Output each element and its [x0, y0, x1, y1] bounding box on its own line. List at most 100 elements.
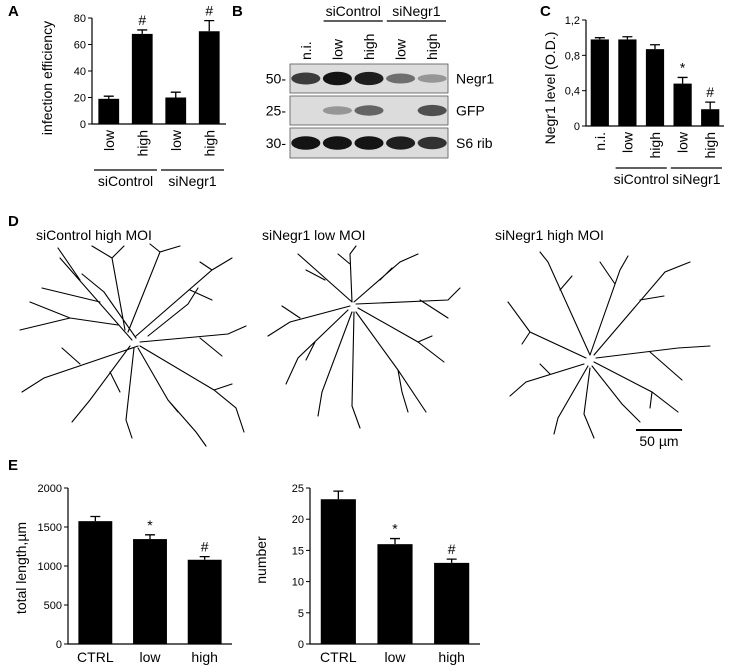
chart-e-number-bar	[320, 499, 356, 644]
chart-a-category-label: low	[101, 129, 117, 151]
chart-e-length-ytick-label: 1000	[38, 561, 62, 573]
chart-a-error-bar	[137, 29, 148, 34]
chart-e-number-ytick-label: 0	[298, 639, 304, 651]
chart-c-ytick-label: 0,4	[565, 86, 580, 98]
chart-c-bar	[645, 49, 665, 126]
chart-c-ytick-label: 1,2	[565, 15, 580, 27]
chart-e-number-ytick-label: 20	[292, 514, 304, 526]
chart-c-category-label: high	[702, 132, 718, 158]
chart-a-bar	[198, 31, 220, 124]
chart-c-bar	[618, 39, 637, 126]
chart-c-error-bar	[650, 44, 660, 50]
blot-band	[417, 74, 447, 83]
blot-band	[322, 136, 352, 150]
blot-band	[291, 136, 321, 150]
chart-a-group-label: siControl	[98, 173, 153, 189]
chart-e-length: 0 500 1000 1500 2000 CTRL * low # high	[38, 483, 232, 665]
blot-band	[386, 73, 416, 84]
blot-band	[354, 136, 384, 150]
chart-e-number-category-label: high	[438, 649, 464, 665]
chart-a-bar	[165, 97, 187, 124]
chart-a-bar	[131, 33, 153, 124]
chart-e-length-category-label: high	[191, 649, 217, 665]
chart-e-number-error-bar	[333, 490, 344, 500]
chart-a-ytick-label: 60	[74, 40, 86, 52]
blot-group-label: siControl	[326, 3, 381, 19]
blot-lane-label: low	[329, 38, 345, 60]
chart-e-length-significance-marker: *	[147, 517, 153, 533]
chart-e-number-error-bar	[446, 558, 457, 563]
blot-marker-label: 50-	[266, 71, 287, 87]
blot-protein-label: Negr1	[456, 71, 494, 87]
chart-e-number-category-label: low	[384, 649, 406, 665]
chart-e-length-error-bar	[90, 515, 101, 522]
chart-e-number-category-label: CTRL	[320, 649, 357, 665]
chart-e-length-ytick-label: 500	[44, 600, 62, 612]
chart-a-category-label: high	[134, 130, 150, 156]
neuron-tracing-3	[507, 251, 711, 439]
chart-c-category-label: low	[619, 131, 635, 153]
chart-a-ytick-label: 20	[74, 93, 86, 105]
chart-c-bar	[673, 83, 692, 126]
chart-a-category-label: low	[168, 129, 184, 151]
chart-a-significance-marker: #	[138, 12, 146, 28]
blot-lane-label: high	[424, 34, 440, 60]
blot-band	[386, 136, 416, 150]
chart-e-length-bar	[133, 539, 167, 644]
chart-a-error-bar	[170, 91, 181, 98]
panel-letter-d: D	[8, 213, 19, 230]
panel-letter-c: C	[540, 3, 551, 20]
scale-bar-label: 50 µm	[639, 433, 678, 449]
chart-e-number-ytick-label: 5	[298, 608, 304, 620]
chart-a-ytick-label: 80	[74, 13, 86, 25]
chart-e-number-ytick-label: 25	[292, 483, 304, 495]
chart-a-ytick-label: 0	[80, 119, 86, 131]
chart-e-length-ytick-label: 0	[56, 639, 62, 651]
blot-lane-label: n.i.	[298, 41, 314, 60]
blot-band	[322, 106, 352, 115]
chart-a-bar	[98, 98, 120, 124]
chart-c-category-label: high	[647, 132, 663, 158]
chart-e-number: 0 5 10 15 20 25 CTRL * low # high	[292, 483, 480, 665]
blot-band	[354, 71, 384, 86]
chart-c-group-label: siNegr1	[672, 171, 720, 187]
chart-c-error-bar	[705, 101, 716, 110]
chart-c-ytick-label: 0	[574, 121, 580, 133]
chart-c-category-label: low	[675, 131, 691, 153]
chart-e-length-category-label: low	[139, 649, 161, 665]
chart-c-bar	[590, 39, 609, 126]
chart-a: 0 20 40 60 80 low # high low # high siControl siNegr…	[74, 3, 226, 189]
blot-band	[322, 71, 352, 86]
chart-e-length-significance-marker: #	[201, 539, 209, 555]
blot-band	[417, 136, 447, 150]
blot-band	[291, 72, 321, 85]
neuron-tracing-1	[19, 243, 247, 447]
chart-e-number-significance-marker: #	[448, 541, 456, 557]
chart-a-group-label: siNegr1	[168, 173, 216, 189]
panel-letter-a: A	[8, 3, 19, 20]
chart-c-error-bar	[622, 36, 633, 40]
chart-c-bar	[701, 109, 720, 126]
chart-c-error-bar	[594, 37, 605, 40]
chart-a-significance-marker: #	[205, 3, 213, 19]
chart-e-length-ytick-label: 2000	[38, 483, 62, 495]
chart-e-length-ylabel: total length,µm	[13, 522, 29, 614]
blot-lane-label: high	[361, 34, 377, 60]
neuron-title-3: siNegr1 high MOI	[495, 227, 604, 243]
blot-lane-label: low	[393, 38, 409, 60]
chart-e-number-ylabel: number	[253, 536, 269, 584]
chart-e-number-ytick-label: 15	[292, 545, 304, 557]
blot-protein-label: S6 rib	[456, 135, 493, 151]
chart-e-length-category-label: CTRL	[77, 649, 114, 665]
chart-e-number-error-bar	[390, 537, 400, 545]
neuron-tracing-2	[267, 245, 461, 429]
chart-c-group-label: siControl	[614, 171, 669, 187]
blot-band	[417, 104, 447, 117]
blot-marker-label: 30-	[266, 135, 287, 151]
chart-a-category-label: high	[201, 130, 217, 156]
chart-e-length-bar	[78, 521, 113, 644]
chart-e-length-ytick-label: 1500	[38, 522, 62, 534]
chart-a-error-bar	[204, 20, 215, 32]
